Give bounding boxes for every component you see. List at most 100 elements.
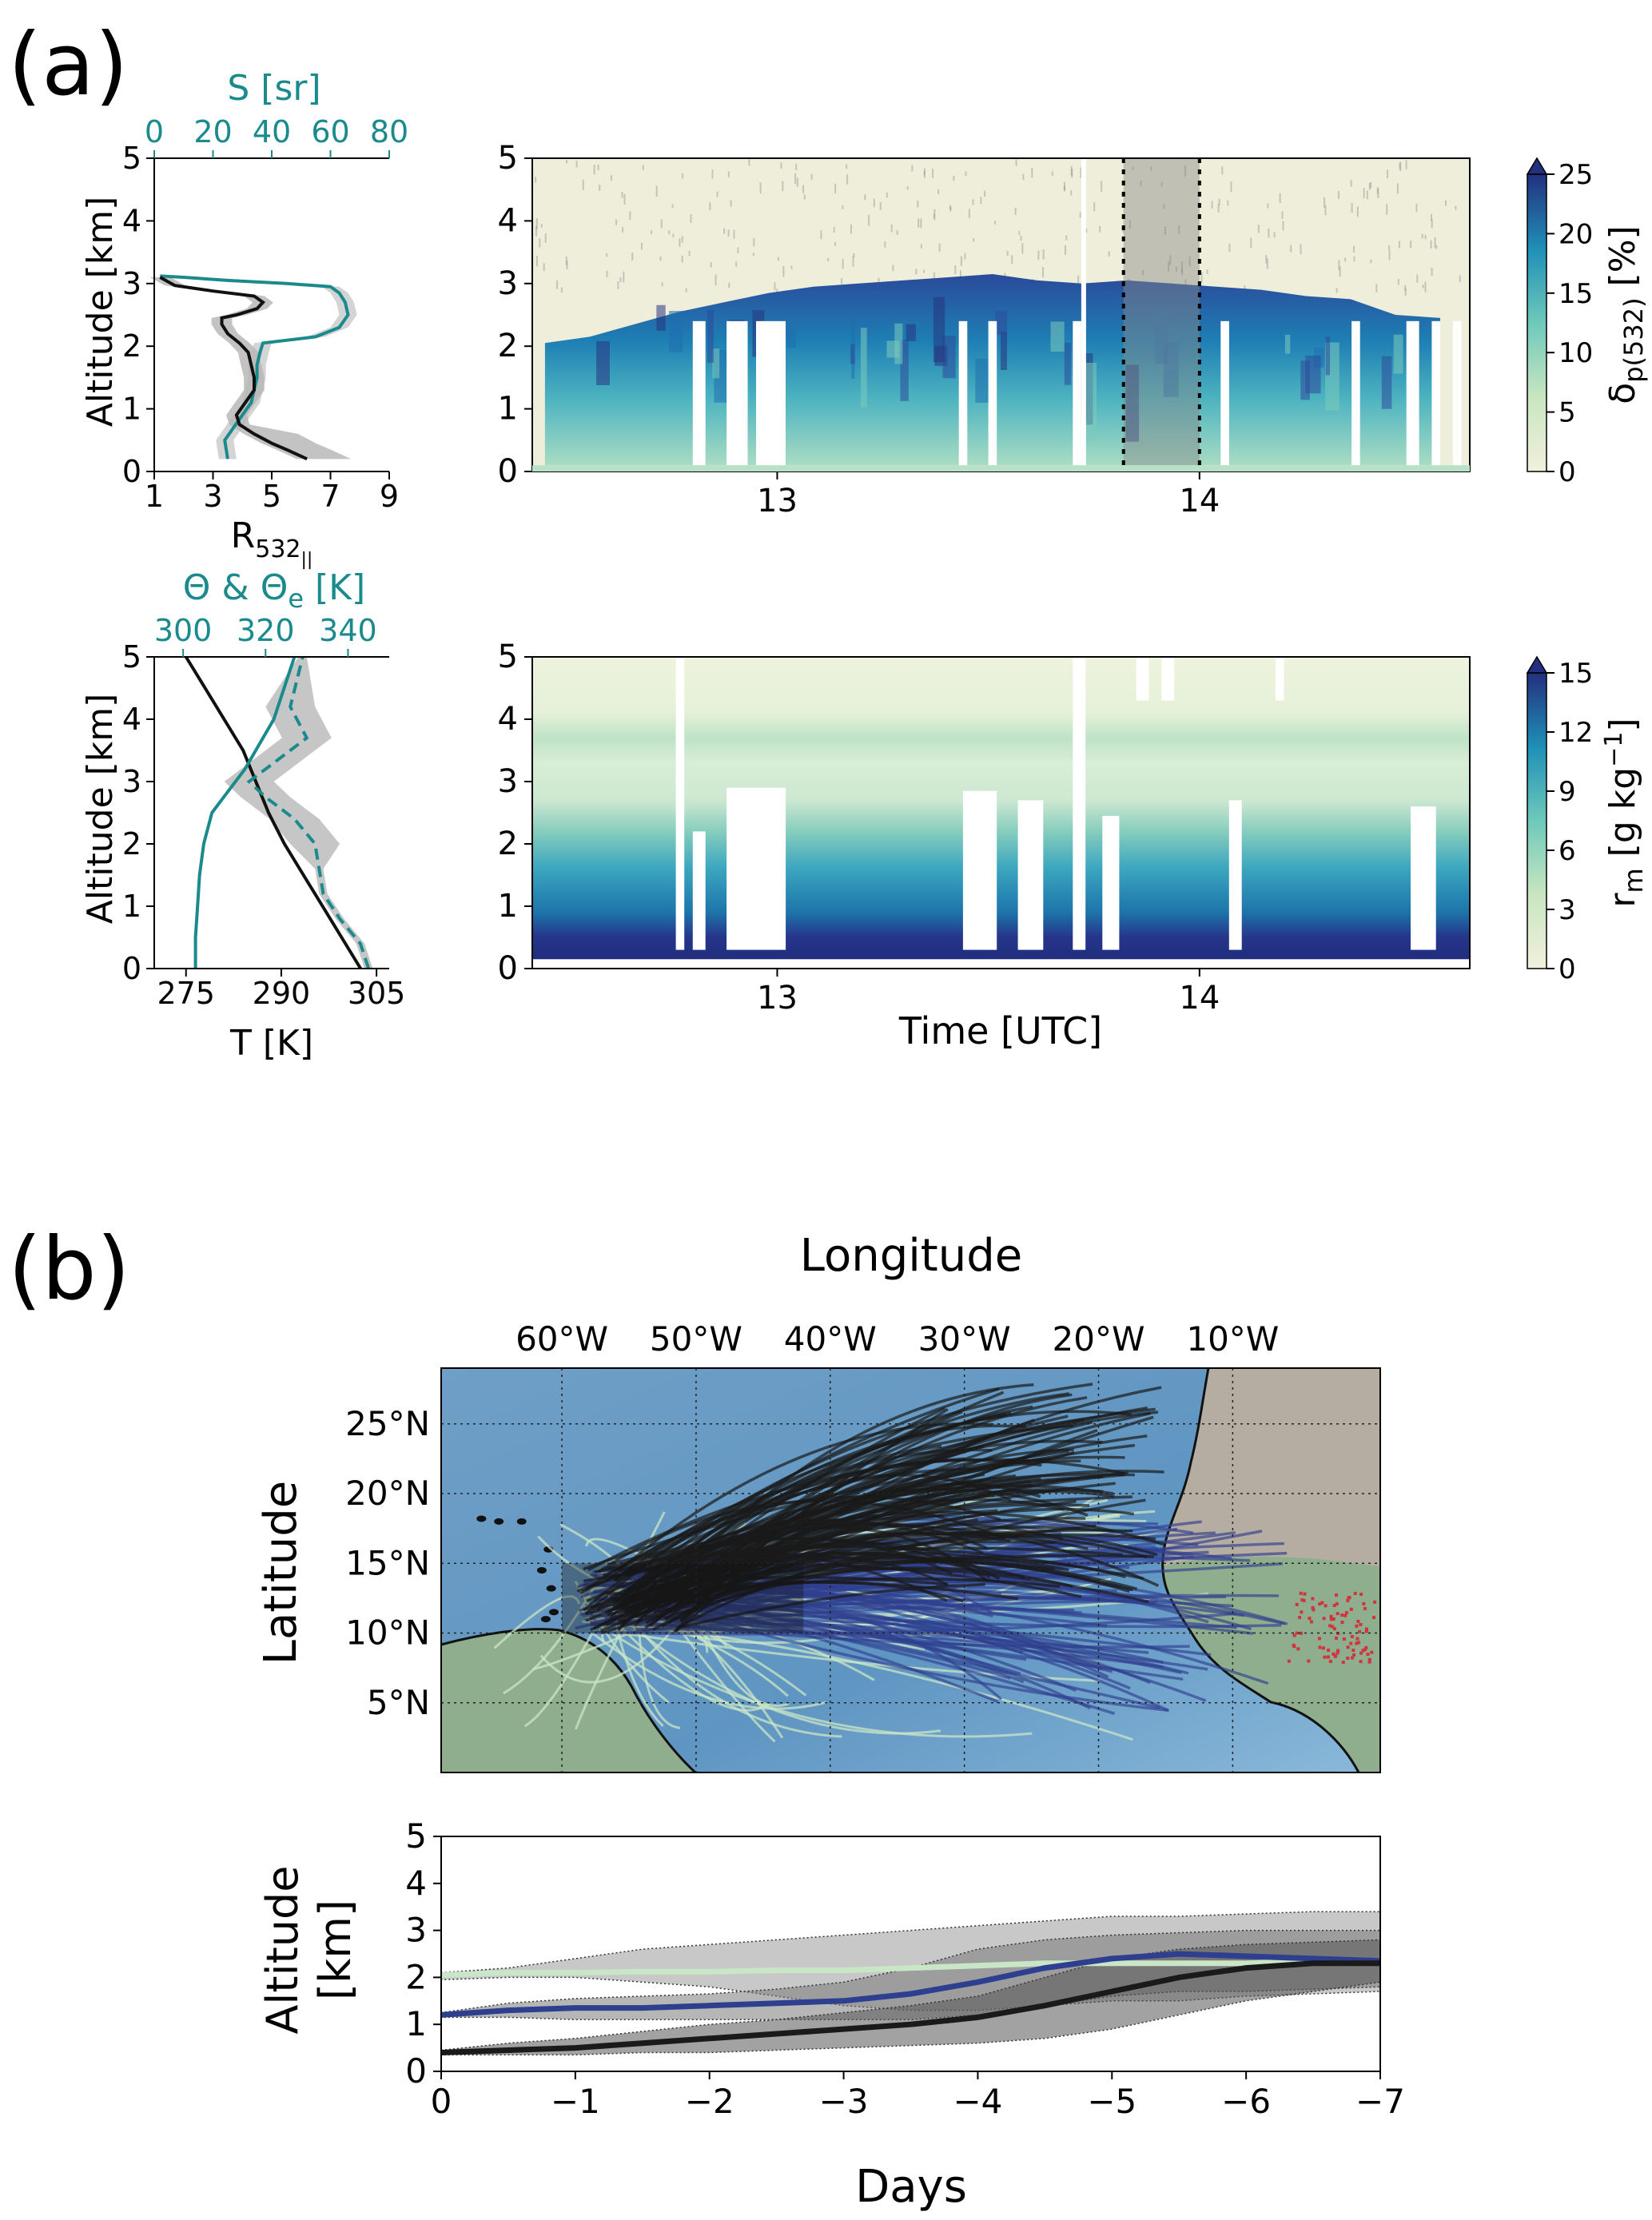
map-lat-label: 15°N bbox=[345, 1543, 430, 1582]
humidity-ytick-label: 3 bbox=[498, 763, 518, 800]
humidity-cb-tick-label: 6 bbox=[1558, 835, 1576, 867]
map-trajectory bbox=[597, 1499, 1006, 1573]
humidity-ytick-label: 5 bbox=[498, 639, 518, 675]
depol-noise-speck bbox=[631, 253, 634, 261]
depol-noise-speck bbox=[1206, 269, 1208, 275]
depol-noise bbox=[535, 159, 1461, 299]
depol-noise-speck bbox=[716, 191, 719, 197]
map-lon-label: 10°W bbox=[1186, 1319, 1279, 1359]
depol-noise-speck bbox=[1339, 266, 1341, 277]
depol-noise-speck bbox=[782, 265, 785, 277]
map-dust-source bbox=[1292, 1643, 1296, 1647]
map-dust-source bbox=[1300, 1598, 1304, 1602]
lidar-top-tick-label: 0 bbox=[145, 114, 164, 149]
depol-ytick-label: 2 bbox=[498, 328, 518, 364]
depol-cb-tick-label: 15 bbox=[1558, 278, 1593, 310]
depol-streak bbox=[656, 304, 666, 331]
map-dust-source bbox=[1350, 1634, 1354, 1638]
map-lat-label: 10°N bbox=[345, 1613, 430, 1653]
depol-noise-speck bbox=[715, 274, 717, 286]
map-dust-source bbox=[1336, 1649, 1340, 1653]
depol-noise-speck bbox=[1085, 228, 1088, 233]
depol-noise-speck bbox=[593, 164, 595, 175]
map-dust-source bbox=[1365, 1627, 1368, 1631]
depol-noise-speck bbox=[1265, 255, 1268, 264]
map-dust-source bbox=[1311, 1597, 1315, 1601]
map-trajectory bbox=[493, 1595, 581, 1649]
depol-noise-speck bbox=[544, 233, 547, 243]
depol-noise-speck bbox=[1022, 173, 1025, 181]
depol-xtick-label: 13 bbox=[757, 483, 798, 519]
depol-gap bbox=[988, 320, 997, 472]
depol-noise-speck bbox=[1388, 250, 1391, 261]
map-dust-source bbox=[1296, 1647, 1300, 1651]
depol-noise-speck bbox=[753, 237, 755, 247]
map-gridlines: 60°W 50°W 40°W 30°W 20°W 10°W 5°N 10°N 15°N 20°N 2… bbox=[345, 1319, 1381, 1773]
lidar-profile-ylabel: Altitude [km] bbox=[80, 197, 121, 428]
altitude-ytick-label: 2 bbox=[405, 1957, 427, 1996]
altitude-xtick-label: −4 bbox=[953, 2082, 1002, 2121]
depol-noise-speck bbox=[1422, 284, 1424, 288]
depol-noise-speck bbox=[878, 277, 880, 282]
map-dust-source bbox=[1366, 1653, 1370, 1656]
map-trajectory bbox=[539, 1621, 680, 1684]
depol-noise-speck bbox=[802, 185, 804, 193]
depol-noise-speck bbox=[1338, 191, 1340, 199]
map-dust-source bbox=[1341, 1661, 1345, 1665]
depol-noise-speck bbox=[615, 219, 617, 225]
map-africa-coast bbox=[1161, 1367, 1360, 1773]
lidar-xtick-label: 1 bbox=[145, 479, 164, 514]
map-lon-label: 50°W bbox=[650, 1319, 742, 1359]
depol-noise-speck bbox=[1164, 226, 1166, 236]
humidity-colorbar-label-unit: [g kg bbox=[1602, 767, 1643, 868]
map-dust-source bbox=[1351, 1649, 1355, 1653]
temperature-spread-band bbox=[224, 657, 373, 969]
depol-noise-speck bbox=[1031, 168, 1033, 178]
map-island bbox=[476, 1515, 487, 1522]
depol-noise-speck bbox=[1168, 261, 1170, 272]
depol-ytick-label: 5 bbox=[498, 140, 518, 177]
map-lat-label: 25°N bbox=[345, 1404, 430, 1443]
altitude-spread-band-1 bbox=[440, 1929, 1381, 2021]
depol-gap bbox=[726, 320, 748, 472]
depol-noise-speck bbox=[727, 171, 730, 177]
depol-noise-speck bbox=[1184, 165, 1187, 177]
depol-streak bbox=[712, 348, 720, 379]
humidity-background bbox=[532, 657, 1470, 969]
depol-noise-speck bbox=[1445, 200, 1447, 206]
depol-streak bbox=[1084, 363, 1097, 441]
lidar-ratio-line bbox=[160, 274, 350, 460]
depol-streak bbox=[1125, 364, 1140, 442]
map-trajectory bbox=[583, 1457, 965, 1612]
map-dust-source bbox=[1292, 1633, 1296, 1637]
humidity-gap bbox=[1017, 800, 1044, 950]
humidity-bottom-gap bbox=[532, 959, 1470, 969]
humidity-ytick-label: 4 bbox=[498, 701, 518, 738]
map-dust-source bbox=[1336, 1651, 1340, 1655]
depol-streak bbox=[995, 311, 1008, 335]
depol-noise-speck bbox=[923, 269, 925, 273]
depol-noise-speck bbox=[560, 287, 563, 293]
depol-noise-speck bbox=[1020, 236, 1022, 241]
depol-gap bbox=[1431, 320, 1440, 472]
humidity-cb-tick-label: 3 bbox=[1558, 894, 1576, 926]
depol-cb-tick-label: 5 bbox=[1558, 397, 1576, 429]
depol-noise-speck bbox=[566, 160, 568, 164]
temperature-ytick-label: 0 bbox=[122, 951, 141, 986]
depol-ytick-label: 4 bbox=[498, 202, 518, 239]
map-dust-source bbox=[1326, 1655, 1330, 1659]
depol-noise-speck bbox=[681, 173, 683, 179]
map-trajectory bbox=[651, 1594, 1169, 1712]
map-dust-source bbox=[1322, 1617, 1326, 1621]
depol-noise-speck bbox=[890, 224, 893, 233]
temperature-profile-axes: 275 290 305 300 320 340 0 1 2 3 4 5 bbox=[122, 613, 406, 1011]
altitude-ytick-label: 1 bbox=[405, 2004, 427, 2043]
depol-noise-speck bbox=[606, 253, 608, 257]
altitude-xtick-label: −5 bbox=[1087, 2082, 1136, 2121]
depol-noise-speck bbox=[535, 225, 537, 237]
temperature-line-0 bbox=[184, 655, 362, 970]
depol-curtain-panel: 13 14 0 1 2 3 4 5 0 5 10 15 20 25 δp(532) [%] bbox=[498, 140, 1649, 519]
altitude-mean-line-1 bbox=[440, 1951, 1381, 2018]
depol-noise-speck bbox=[853, 253, 855, 258]
depol-noise-speck bbox=[606, 270, 608, 277]
